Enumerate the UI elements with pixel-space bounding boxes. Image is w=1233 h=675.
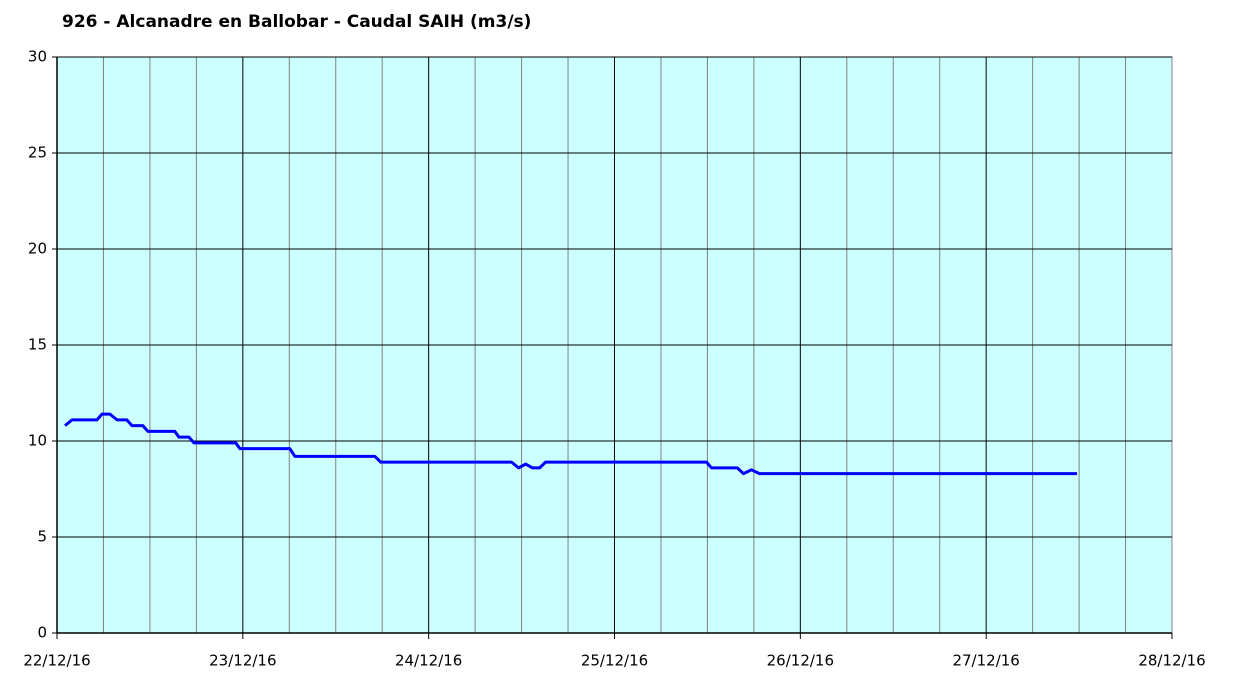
x-tick-label: 27/12/16 [952, 652, 1019, 670]
y-tick-label: 0 [37, 624, 47, 642]
x-tick-label: 22/12/16 [23, 652, 90, 670]
x-tick-label: 24/12/16 [395, 652, 462, 670]
y-tick-label: 5 [37, 528, 47, 546]
y-tick-label: 10 [28, 432, 47, 450]
data-line [64, 412, 1078, 476]
chart-title: 926 - Alcanadre en Ballobar - Caudal SAI… [62, 12, 531, 32]
y-tick-label: 15 [28, 336, 47, 354]
y-tick-label: 20 [28, 240, 47, 258]
y-tick-label: 25 [28, 144, 47, 162]
x-tick-label: 26/12/16 [767, 652, 834, 670]
y-tick-label: 30 [28, 48, 47, 66]
x-tick-label: 25/12/16 [581, 652, 648, 670]
x-tick-label: 23/12/16 [209, 652, 276, 670]
x-tick-label: 28/12/16 [1138, 652, 1205, 670]
